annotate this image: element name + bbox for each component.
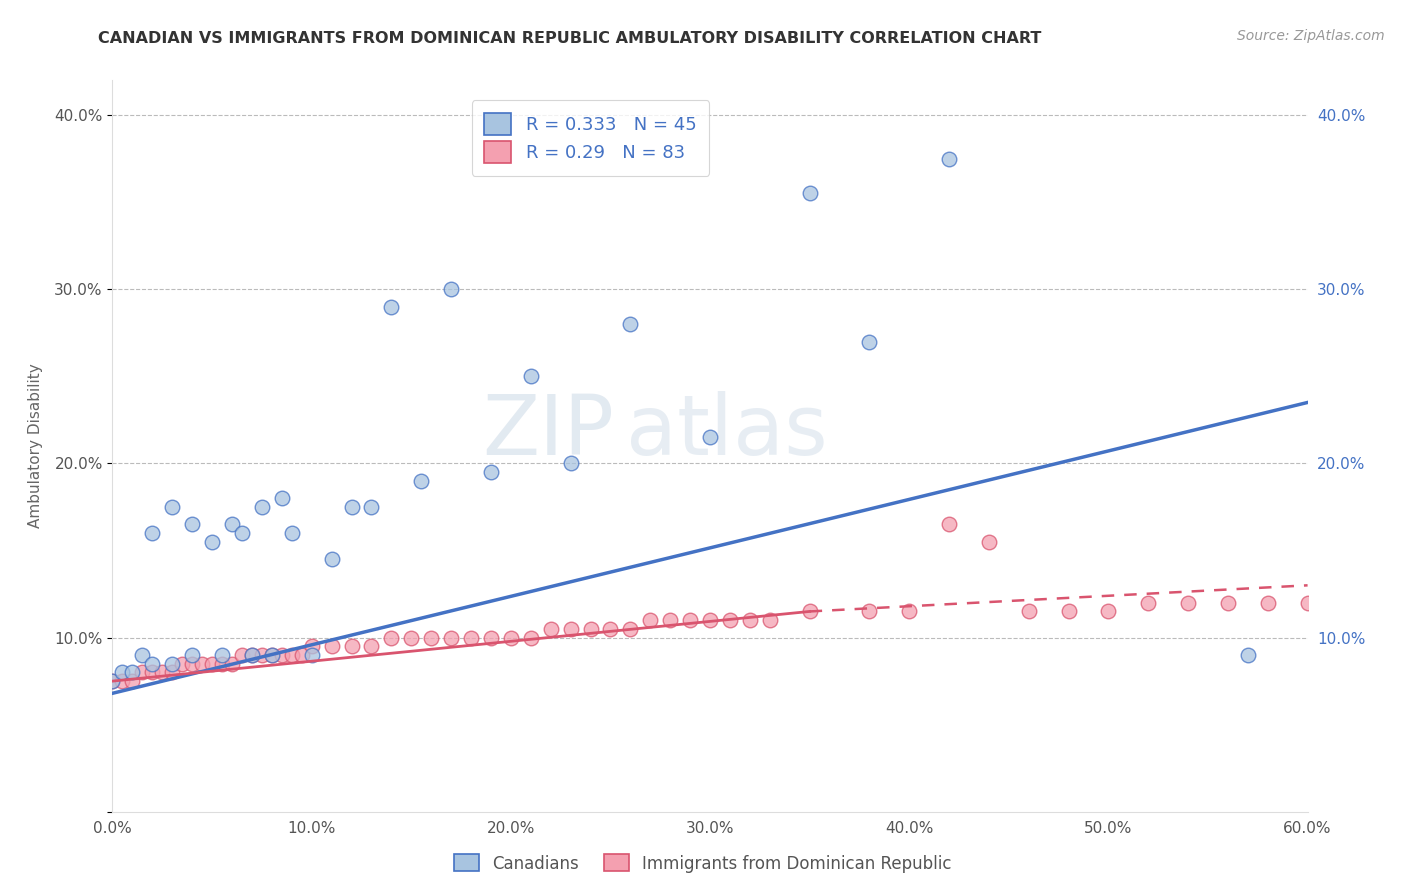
Point [141,665,163,680]
Legend: R = 0.333   N = 45, R = 0.29   N = 83: R = 0.333 N = 45, R = 0.29 N = 83 [472,100,709,176]
Point [479,631,502,645]
Point [599,622,621,636]
Point [201,657,224,671]
Point [520,631,543,645]
Point [150,665,173,680]
Point [679,613,702,627]
Point [162,657,183,671]
Point [172,657,194,671]
Point [141,526,163,541]
Point [211,648,233,662]
Point [221,517,243,532]
Point [1216,596,1239,610]
Point [699,430,721,444]
Point [938,517,960,532]
Point [250,500,273,514]
Point [141,657,163,671]
Point [579,622,602,636]
Point [181,648,204,662]
Point [240,648,263,662]
Point [1097,604,1119,618]
Point [560,622,582,636]
Point [799,186,821,201]
Point [380,300,402,314]
Point [340,640,363,654]
Y-axis label: Ambulatory Disability: Ambulatory Disability [28,364,44,528]
Point [181,657,204,671]
Point [420,631,443,645]
Point [101,674,124,689]
Point [1237,648,1260,662]
Legend: Canadians, Immigrants from Dominican Republic: Canadians, Immigrants from Dominican Rep… [447,847,959,880]
Point [799,604,821,618]
Point [281,648,304,662]
Point [250,648,273,662]
Point [1177,596,1199,610]
Point [121,674,143,689]
Point [201,534,224,549]
Point [181,517,204,532]
Point [858,604,880,618]
Point [1137,596,1160,610]
Point [301,648,323,662]
Point [111,665,134,680]
Point [1018,604,1040,618]
Point [380,631,402,645]
Point [321,640,343,654]
Point [360,640,382,654]
Point [101,674,124,689]
Point [131,648,153,662]
Text: atlas: atlas [627,391,828,472]
Point [898,604,921,618]
Text: CANADIAN VS IMMIGRANTS FROM DOMINICAN REPUBLIC AMBULATORY DISABILITY CORRELATION: CANADIAN VS IMMIGRANTS FROM DOMINICAN RE… [98,31,1042,46]
Point [321,552,343,566]
Text: Source: ZipAtlas.com: Source: ZipAtlas.com [1237,29,1385,43]
Point [1296,596,1319,610]
Point [1257,596,1279,610]
Point [270,648,292,662]
Point [1057,604,1080,618]
Point [131,665,153,680]
Point [440,282,463,296]
Point [499,631,522,645]
Point [619,622,641,636]
Point [231,648,253,662]
Point [699,613,721,627]
Point [281,526,304,541]
Point [520,369,543,384]
Point [640,613,662,627]
Text: ZIP: ZIP [482,391,614,472]
Point [231,526,253,541]
Point [440,631,463,645]
Point [759,613,782,627]
Point [738,613,761,627]
Point [659,613,682,627]
Point [360,500,382,514]
Point [401,631,423,645]
Point [411,474,433,488]
Point [938,152,960,166]
Point [977,534,1000,549]
Point [718,613,741,627]
Point [270,491,292,506]
Point [260,648,283,662]
Point [479,465,502,479]
Point [111,674,134,689]
Point [619,317,641,331]
Point [301,640,323,654]
Point [540,622,562,636]
Point [121,665,143,680]
Point [191,657,214,671]
Point [240,648,263,662]
Point [291,648,314,662]
Point [211,657,233,671]
Point [858,334,880,349]
Point [162,500,183,514]
Point [560,457,582,471]
Point [221,657,243,671]
Point [340,500,363,514]
Point [260,648,283,662]
Point [460,631,482,645]
Point [162,665,183,680]
